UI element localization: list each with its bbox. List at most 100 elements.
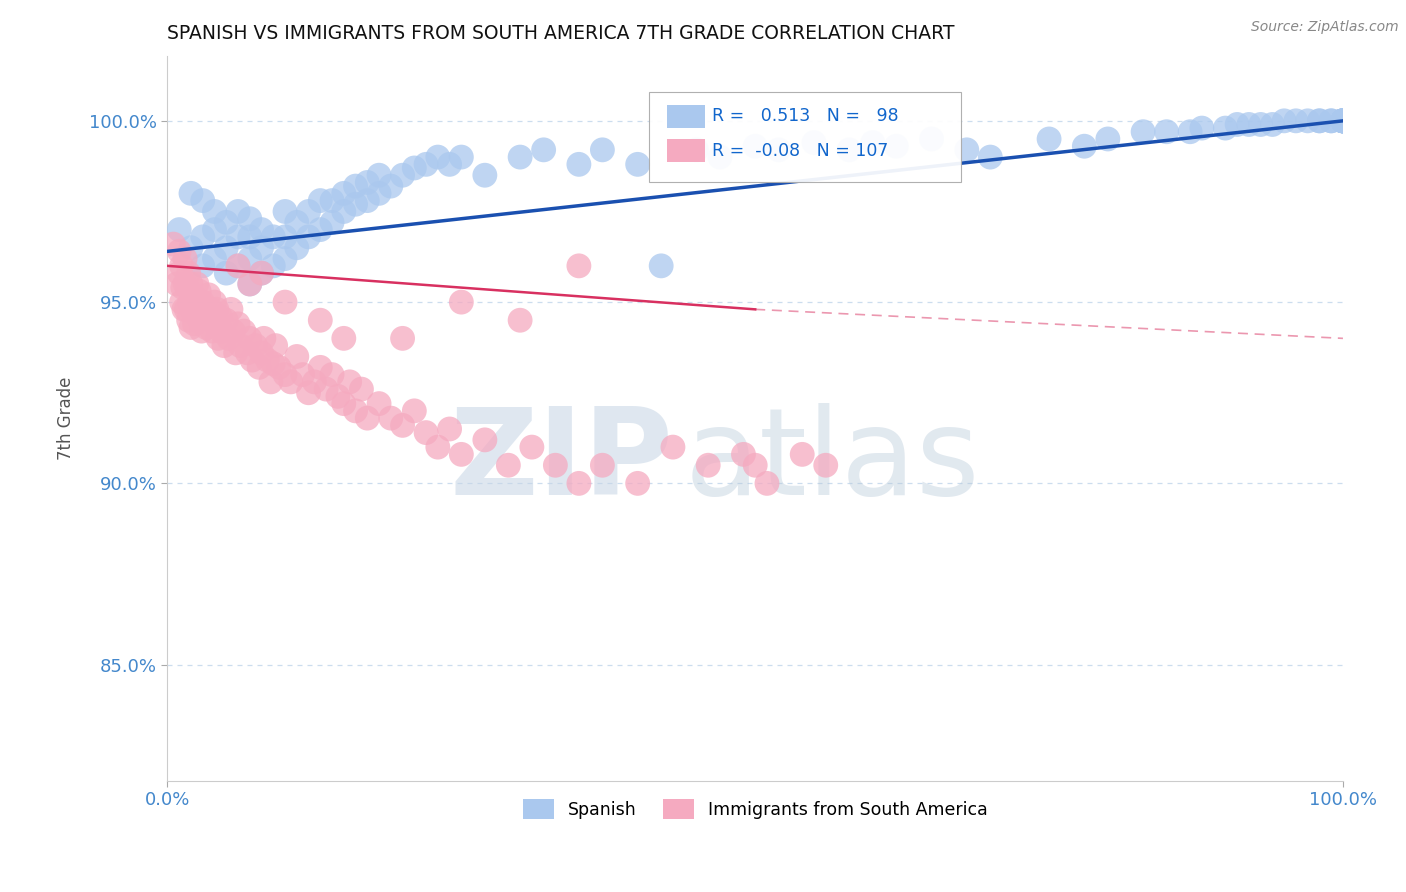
Point [204, 252, 226, 266]
Point [509, 313, 531, 327]
Point [239, 277, 262, 291]
Point [662, 440, 685, 454]
Point [404, 404, 426, 418]
Point [509, 150, 531, 164]
Point [274, 368, 297, 382]
Point [253, 331, 276, 345]
Point [1320, 113, 1343, 128]
Point [291, 368, 314, 382]
Point [321, 368, 343, 382]
Point [200, 302, 222, 317]
Point [568, 157, 591, 171]
Point [321, 194, 343, 208]
Point [380, 179, 402, 194]
Point [415, 157, 437, 171]
Point [1331, 113, 1354, 128]
Point [404, 161, 426, 175]
Point [1331, 113, 1354, 128]
Point [755, 476, 778, 491]
Point [229, 338, 252, 352]
Point [344, 404, 367, 418]
Point [544, 458, 567, 473]
Point [225, 346, 247, 360]
Point [391, 418, 413, 433]
Point [309, 222, 332, 236]
Point [219, 302, 242, 317]
Point [321, 215, 343, 229]
Point [170, 259, 193, 273]
Point [218, 331, 240, 345]
Point [191, 295, 214, 310]
Point [956, 143, 979, 157]
Point [1308, 113, 1330, 128]
Point [250, 222, 273, 236]
Point [1285, 113, 1308, 128]
Point [166, 277, 188, 291]
Point [207, 331, 229, 345]
Point [426, 150, 449, 164]
Point [333, 204, 356, 219]
Point [250, 266, 273, 280]
Point [474, 433, 496, 447]
Point [174, 302, 197, 317]
Point [183, 288, 205, 302]
Point [356, 411, 378, 425]
Point [391, 331, 413, 345]
Point [209, 310, 232, 324]
Point [204, 222, 226, 236]
Point [803, 136, 825, 150]
Point [285, 241, 308, 255]
Point [174, 252, 197, 266]
Point [1331, 113, 1354, 128]
Point [1320, 113, 1343, 128]
Point [260, 375, 283, 389]
Point [744, 139, 766, 153]
Point [326, 389, 349, 403]
Point [170, 295, 193, 310]
Point [921, 132, 943, 146]
Point [183, 317, 205, 331]
Point [368, 186, 391, 201]
Point [356, 176, 378, 190]
Point [262, 230, 284, 244]
Point [190, 324, 212, 338]
Point [315, 382, 337, 396]
Point [415, 425, 437, 440]
Point [167, 222, 190, 236]
Point [1132, 125, 1154, 139]
Point [1178, 125, 1201, 139]
Point [309, 360, 332, 375]
Point [176, 280, 198, 294]
Point [212, 338, 235, 352]
Text: SPANISH VS IMMIGRANTS FROM SOUTH AMERICA 7TH GRADE CORRELATION CHART: SPANISH VS IMMIGRANTS FROM SOUTH AMERICA… [167, 24, 955, 43]
Point [744, 458, 766, 473]
Point [356, 194, 378, 208]
Point [533, 143, 555, 157]
Point [650, 259, 672, 273]
Point [426, 440, 449, 454]
Point [226, 259, 249, 273]
Point [204, 317, 226, 331]
Point [627, 476, 650, 491]
Text: Source: ZipAtlas.com: Source: ZipAtlas.com [1251, 20, 1399, 34]
Point [439, 157, 461, 171]
Point [979, 150, 1001, 164]
Point [1038, 132, 1060, 146]
Point [697, 458, 720, 473]
Point [368, 168, 391, 182]
Point [197, 288, 219, 302]
Point [350, 382, 373, 396]
Point [1331, 113, 1354, 128]
FancyBboxPatch shape [650, 92, 960, 183]
Point [838, 143, 860, 157]
Point [1331, 113, 1354, 128]
Point [884, 139, 907, 153]
Point [191, 194, 214, 208]
Point [188, 284, 211, 298]
Point [162, 237, 184, 252]
Point [264, 338, 287, 352]
Point [1226, 118, 1249, 132]
Point [190, 302, 212, 317]
Point [733, 447, 755, 461]
Point [226, 259, 249, 273]
